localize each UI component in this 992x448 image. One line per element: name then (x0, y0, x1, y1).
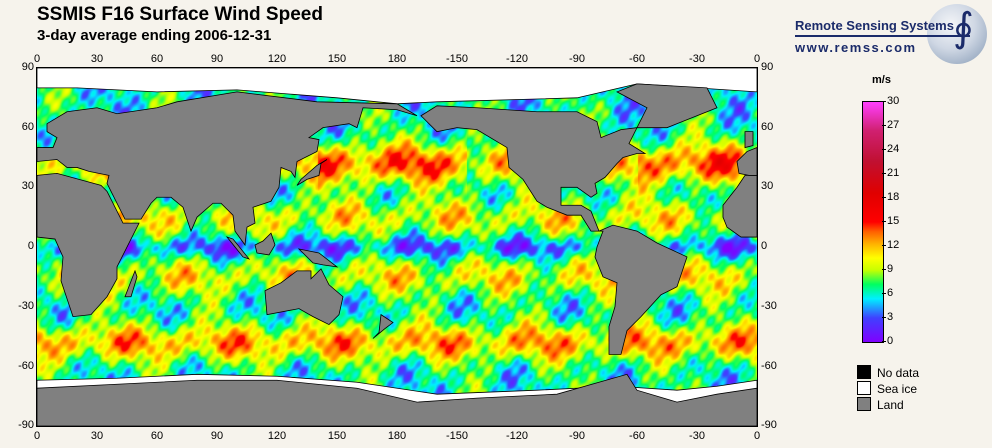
colorbar-tick: 0 (881, 335, 894, 347)
left-tick-label: -60 (18, 359, 34, 372)
top-tick-label: 0 (33, 53, 41, 65)
integral-icon: ∮ (953, 5, 974, 51)
top-tick-label: 60 (150, 53, 164, 65)
top-tick-label: 30 (90, 53, 104, 65)
left-tick-label: -90 (18, 419, 34, 432)
map-title: SSMIS F16 Surface Wind Speed (37, 4, 323, 25)
logo-divider (795, 35, 970, 37)
bottom-tick-label: 30 (90, 430, 104, 442)
colorbar-tick: 12 (881, 239, 900, 251)
colorbar-tick: 15 (881, 215, 900, 227)
bottom-tick-label: -30 (689, 430, 705, 442)
colorbar-tick: 30 (881, 95, 900, 107)
right-tick-label: -90 (761, 419, 777, 432)
british-isles (744, 131, 754, 149)
borneo (254, 232, 276, 256)
japan (296, 159, 328, 186)
top-tick-label: -30 (689, 53, 705, 65)
colorbar-tick-label: 6 (887, 287, 894, 299)
west-africa (722, 175, 757, 238)
colorbar-tick-label: 12 (887, 239, 900, 251)
australia (264, 268, 344, 326)
iberia-france (736, 147, 757, 176)
top-tick-label: 150 (327, 53, 347, 65)
bottom-tick-label: -150 (445, 430, 469, 442)
top-tick-label: 90 (210, 53, 224, 65)
top-tick-label: -90 (569, 53, 585, 65)
legend-item: No data (857, 365, 919, 380)
colorbar-tick-label: 24 (887, 143, 900, 155)
bottom-tick-label: 120 (267, 430, 287, 442)
bottom-tick-label: 60 (150, 430, 164, 442)
colorbar-tick-label: 15 (887, 215, 900, 227)
new-zealand (372, 313, 394, 339)
right-tick-label: 60 (761, 120, 774, 133)
colorbar-tick-label: 3 (887, 311, 894, 323)
colorbar-tick: 27 (881, 119, 900, 131)
north-america (420, 105, 647, 232)
right-tick-label: -30 (761, 299, 777, 312)
legend-swatch (857, 365, 871, 379)
colorbar-tick: 18 (881, 191, 900, 203)
bottom-tick-label: -90 (569, 430, 585, 442)
left-tick-label: -30 (18, 299, 34, 312)
colorbar-tick-label: 21 (887, 167, 900, 179)
legend-swatch (857, 397, 871, 411)
colorbar-tick: 24 (881, 143, 900, 155)
logo-name: Remote Sensing Systems (795, 18, 954, 33)
bottom-tick-label: 0 (753, 430, 761, 442)
land-layer (37, 68, 757, 426)
colorbar-tick-label: 27 (887, 119, 900, 131)
sumatra (225, 236, 251, 260)
colorbar-tick-label: 9 (887, 263, 894, 275)
colorbar-tick: 9 (881, 263, 894, 275)
bottom-tick-label: 0 (33, 430, 41, 442)
new-guinea (297, 248, 339, 268)
africa (37, 173, 140, 318)
top-tick-label: 0 (753, 53, 761, 65)
bottom-tick-label: 180 (387, 430, 407, 442)
top-tick-label: -60 (629, 53, 645, 65)
bottom-tick-label: 150 (327, 430, 347, 442)
left-tick-label: 60 (21, 120, 34, 133)
colorbar-unit: m/s (872, 74, 891, 86)
legend-item: Sea ice (857, 381, 917, 396)
madagascar (124, 269, 138, 298)
greenland (616, 83, 718, 129)
legend-label: Sea ice (877, 382, 918, 396)
legend-label: No data (877, 366, 920, 380)
globe-icon (927, 4, 987, 64)
colorbar-tick: 6 (881, 287, 894, 299)
bottom-tick-label: -60 (629, 430, 645, 442)
right-tick-label: 30 (761, 180, 774, 193)
right-tick-label: 0 (761, 240, 768, 253)
legend-swatch (857, 381, 871, 395)
right-tick-label: 90 (761, 61, 774, 73)
colorbar-tick: 21 (881, 167, 900, 179)
rss-logo[interactable]: ∮ Remote Sensing Systems www.remss.com (795, 4, 991, 64)
left-tick-label: 0 (27, 240, 34, 253)
logo-url[interactable]: www.remss.com (795, 40, 917, 55)
colorbar-tick-label: 0 (887, 335, 894, 347)
right-tick-label: -60 (761, 359, 777, 372)
bottom-tick-label: -120 (505, 430, 529, 442)
top-tick-label: -120 (505, 53, 529, 65)
top-tick-label: 120 (267, 53, 287, 65)
antarctica (37, 373, 757, 426)
colorbar (862, 101, 884, 343)
map-subtitle: 3-day average ending 2006-12-31 (37, 27, 272, 44)
legend-label: Land (877, 398, 904, 412)
left-tick-label: 90 (21, 61, 34, 73)
bottom-tick-label: 90 (210, 430, 224, 442)
top-tick-label: 180 (387, 53, 407, 65)
south-america (594, 224, 688, 355)
colorbar-tick-label: 18 (887, 191, 900, 203)
legend-item: Land (857, 397, 904, 412)
colorbar-tick: 3 (881, 311, 894, 323)
top-tick-label: -150 (445, 53, 469, 65)
wind-speed-map[interactable] (36, 67, 758, 427)
colorbar-tick-label: 30 (887, 95, 900, 107)
eurasia (37, 91, 418, 247)
left-tick-label: 30 (21, 180, 34, 193)
